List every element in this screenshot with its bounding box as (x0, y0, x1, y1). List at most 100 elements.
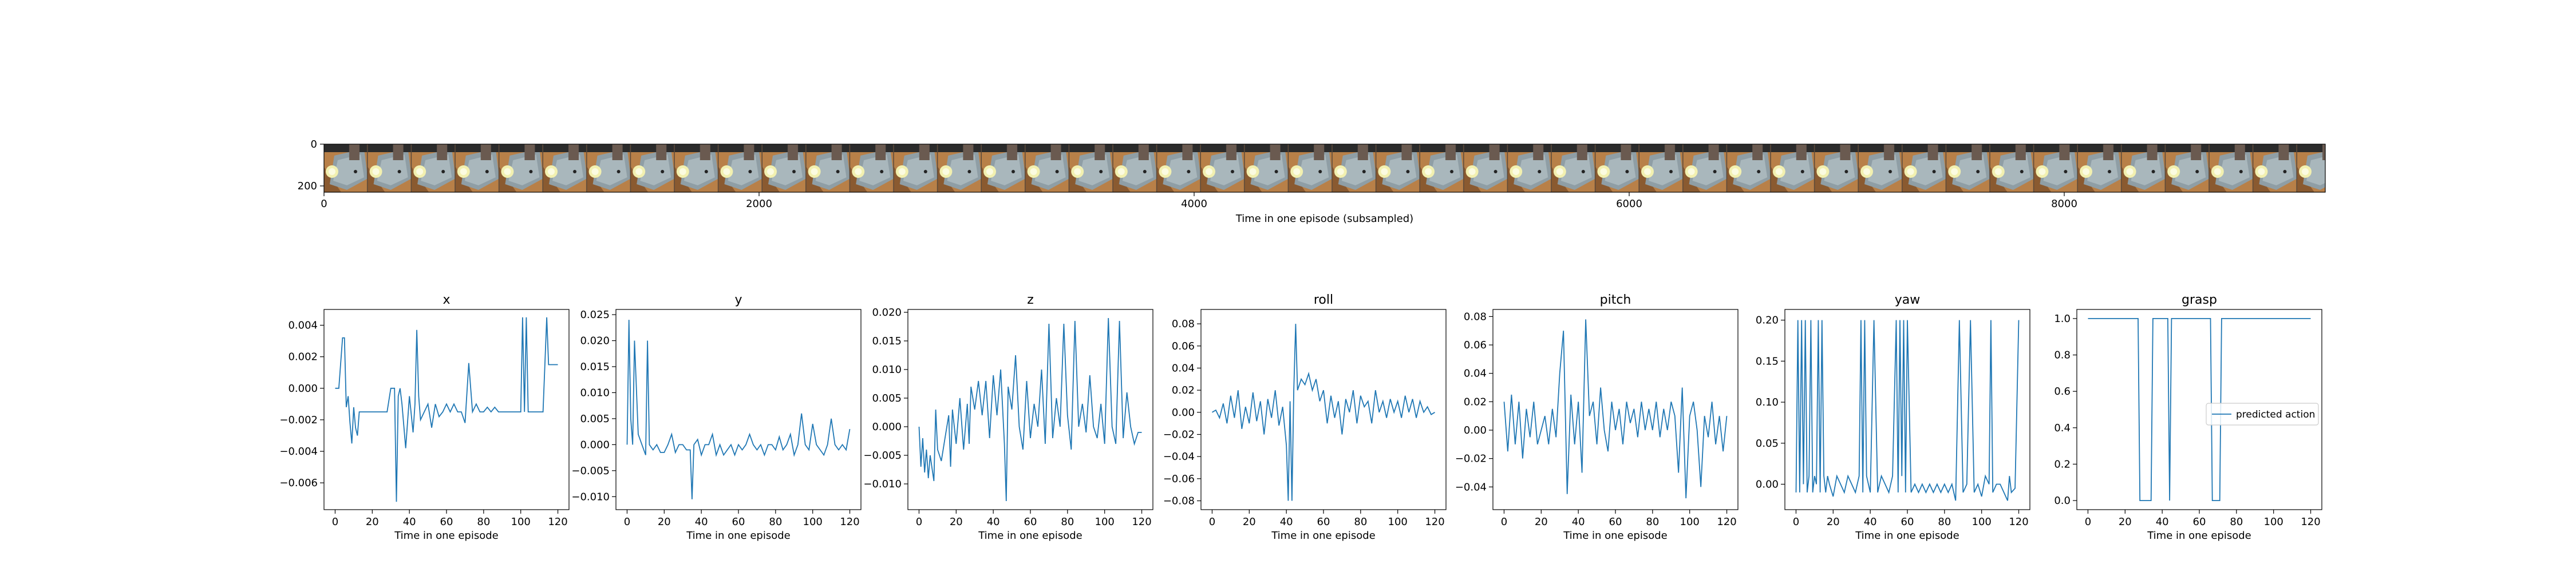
subplot-title: x (442, 293, 450, 307)
subplot-pitch: pitch 0 20 40 60 80 100 120 0.08 0.06 0.04 0.02 0.00… (1455, 293, 1739, 542)
subplot-xlabel: Time in one episode (2147, 530, 2251, 542)
xtick-label: 40 (695, 516, 708, 528)
subplot-y: y 0 20 40 60 80 100 120 0.025 0.020 0.015 0.010 0.00… (571, 293, 862, 542)
series-line-roll (1212, 324, 1435, 501)
ytick-label: 0.002 (288, 351, 318, 363)
xtick-label: 100 (1388, 516, 1408, 528)
ytick-label: −0.08 (1163, 495, 1195, 507)
ytick-label: 0.000 (288, 383, 318, 395)
ytick-label: 0.06 (1464, 339, 1487, 351)
ytick-label: 0.015 (580, 361, 610, 373)
xtick-label: 120 (840, 516, 859, 528)
subplot-grasp: grasp 0 20 40 60 80 100 120 1.0 0.8 0.6 0.4 0.2 0.0 Ti… (2054, 293, 2322, 542)
ytick-label: 0.020 (872, 307, 902, 319)
xtick-label: 80 (1061, 516, 1074, 528)
xtick-label: 80 (1354, 516, 1367, 528)
subplot-title: y (734, 293, 742, 307)
ytick-label: −0.04 (1163, 451, 1195, 463)
ytick-label: 1.0 (2054, 313, 2071, 325)
xtick-label: 100 (1680, 516, 1700, 528)
ytick-label: 0.010 (580, 387, 610, 399)
xtick-label: 100 (2264, 516, 2283, 528)
ytick-label: 0.10 (1756, 396, 1779, 408)
subplot-x: x 0 20 40 60 80 100 120 0.004 0.002 0.000 −0.002 −0.… (279, 293, 570, 542)
action-plots: x0 20 40 60 80 100 1200.0040.0020.000−0.002−0.… (279, 293, 2322, 542)
ytick-label: 0.025 (580, 309, 610, 321)
ytick-label: 0.02 (1464, 396, 1487, 408)
xtick-label: 60 (732, 516, 745, 528)
xtick-label: 100 (803, 516, 823, 528)
ytick-label: 0.00 (1756, 479, 1779, 491)
series-line-grasp (2088, 318, 2311, 501)
filmstrip-frames (324, 144, 2325, 192)
ytick-label: 0.00 (1172, 407, 1195, 419)
filmstrip-xtick-label: 0 (321, 198, 327, 210)
xtick-label: 20 (950, 516, 963, 528)
filmstrip-xtick-label: 4000 (1181, 198, 1207, 210)
subplot-title: z (1027, 293, 1034, 307)
xtick-label: 120 (2009, 516, 2028, 528)
xtick-label: 20 (1535, 516, 1548, 528)
xtick-label: 80 (1646, 516, 1659, 528)
ytick-label: −0.005 (571, 465, 610, 477)
xtick-label: 120 (1425, 516, 1444, 528)
ytick-label: 0.010 (872, 364, 902, 376)
ytick-label: 0.015 (872, 335, 902, 347)
xtick-label: 20 (1827, 516, 1840, 528)
series-line-z (918, 317, 1142, 502)
filmstrip-xtick-label: 2000 (746, 198, 772, 210)
xtick-label: 0 (1501, 516, 1507, 528)
xtick-label: 60 (1024, 516, 1037, 528)
xtick-label: 0 (624, 516, 630, 528)
ytick-label: 0.005 (872, 392, 902, 404)
ytick-label: −0.02 (1455, 453, 1487, 465)
subplot-xlabel: Time in one episode (394, 530, 499, 542)
ytick-label: −0.010 (571, 491, 610, 503)
subplot-xlabel: Time in one episode (686, 530, 791, 542)
subplot-title: pitch (1600, 293, 1631, 307)
xtick-label: 40 (1572, 516, 1585, 528)
subplot-background (908, 309, 1153, 510)
ytick-label: −0.06 (1163, 473, 1195, 485)
subplot-z: z 0 20 40 60 80 100 120 0.020 0.015 0.010 0.005 0.00… (863, 293, 1153, 542)
ytick-label: 0.0 (2054, 495, 2071, 507)
ytick-label: −0.006 (279, 477, 318, 489)
subplot-xlabel: Time in one episode (978, 530, 1082, 542)
subplot-title: yaw (1895, 293, 1921, 307)
ytick-label: 0.04 (1172, 362, 1195, 374)
series-line-y (626, 320, 851, 499)
filmstrip-ytick-label: 0 (311, 138, 317, 150)
xtick-label: 60 (440, 516, 453, 528)
series-line-pitch (1503, 319, 1728, 499)
xtick-label: 100 (511, 516, 531, 528)
subplot-xlabel: Time in one episode (1563, 530, 1668, 542)
xtick-label: 120 (1132, 516, 1151, 528)
ytick-label: −0.02 (1163, 429, 1195, 441)
ytick-label: 0.020 (580, 335, 610, 347)
filmstrip-xtick-label: 6000 (1616, 198, 1642, 210)
ytick-label: 0.2 (2054, 458, 2071, 470)
filmstrip-xlabel: Time in one episode (subsampled) (1235, 213, 1413, 225)
ytick-label: 0.05 (1756, 438, 1779, 450)
ytick-label: 0.04 (1464, 368, 1487, 380)
xtick-label: 100 (1095, 516, 1115, 528)
ytick-label: 0.005 (580, 413, 610, 425)
ytick-label: −0.004 (279, 446, 318, 458)
xtick-label: 60 (1609, 516, 1622, 528)
xtick-label: 120 (2301, 516, 2320, 528)
series-line-x (335, 317, 558, 502)
xtick-label: 120 (548, 516, 567, 528)
ytick-label: 0.06 (1172, 340, 1195, 352)
xtick-label: 80 (2230, 516, 2243, 528)
xtick-label: 20 (366, 516, 379, 528)
ytick-label: 0.00 (1464, 424, 1487, 436)
legend-box (2206, 403, 2319, 426)
filmstrip-ytick-label: 200 (298, 180, 317, 192)
subplot-background (616, 309, 861, 510)
subplot-background (1493, 309, 1738, 510)
xtick-label: 20 (658, 516, 671, 528)
xtick-label: 40 (987, 516, 1000, 528)
filmstrip-frame (323, 144, 2326, 193)
ytick-label: −0.04 (1455, 481, 1487, 493)
